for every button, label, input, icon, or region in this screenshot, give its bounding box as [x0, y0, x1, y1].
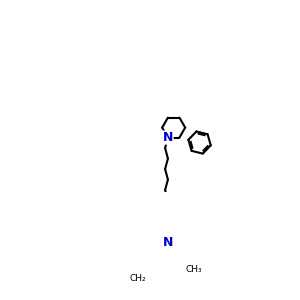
Text: N: N: [163, 236, 173, 249]
Text: CH₃: CH₃: [185, 265, 202, 274]
Text: N: N: [163, 131, 173, 144]
Text: CH₂: CH₂: [129, 274, 146, 283]
